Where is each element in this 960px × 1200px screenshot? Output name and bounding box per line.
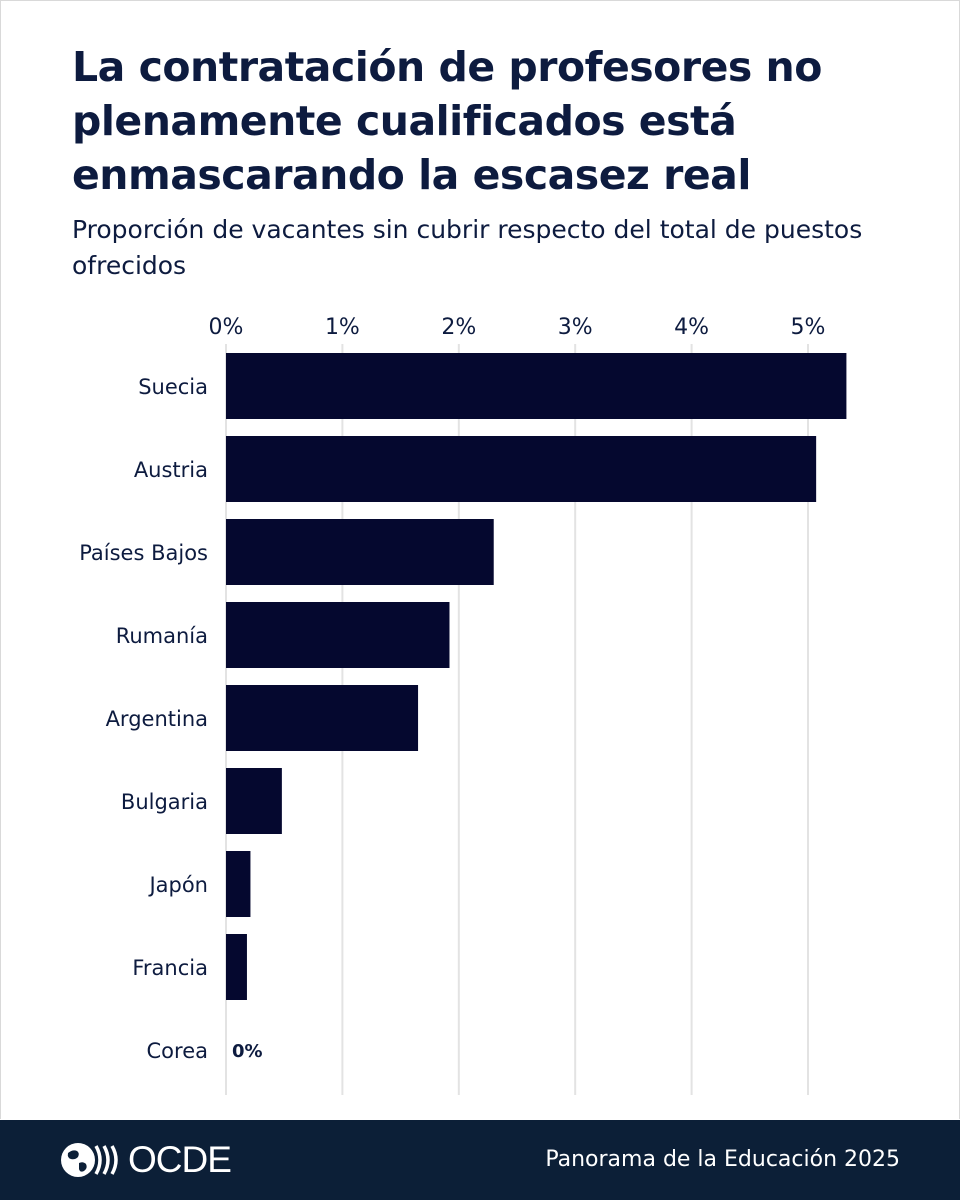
category-label: Francia — [132, 956, 208, 980]
category-label: Japón — [147, 873, 208, 897]
category-label: Suecia — [138, 375, 208, 399]
bar — [226, 768, 282, 834]
bar — [226, 685, 419, 751]
category-label: Corea — [147, 1039, 208, 1063]
bar — [226, 934, 247, 1000]
x-tick-label: 1% — [325, 315, 360, 340]
source-label: Panorama de la Educación 2025 — [545, 1147, 900, 1172]
bar — [226, 851, 251, 917]
chart-title: La contratación de profesores no plename… — [72, 43, 822, 199]
data-label: 0% — [232, 1041, 263, 1062]
category-label: Argentina — [106, 707, 208, 731]
x-tick-label: 3% — [558, 315, 593, 340]
category-label: Rumanía — [116, 624, 208, 648]
bar — [226, 436, 817, 502]
category-label: Bulgaria — [121, 790, 208, 814]
globe-icon — [61, 1143, 118, 1177]
footer-bar: OCDE Panorama de la Educación 2025 — [0, 1120, 960, 1200]
chart-subtitle: Proporción de vacantes sin cubrir respec… — [72, 215, 863, 280]
x-tick-label: 5% — [791, 315, 826, 340]
bar — [226, 519, 494, 585]
x-tick-label: 4% — [674, 315, 709, 340]
logo-text: OCDE — [128, 1139, 232, 1180]
x-tick-label: 0% — [209, 315, 244, 340]
category-label: Países Bajos — [79, 541, 208, 565]
bar-chart: 0% 1% 2% 3% 4% 5% Suecia Austria Países Bajos Rum… — [79, 315, 847, 1095]
category-label: Austria — [134, 458, 208, 482]
bar — [226, 353, 847, 419]
bar — [226, 602, 450, 668]
oecd-logo: OCDE — [58, 1138, 232, 1182]
x-tick-label: 2% — [441, 315, 476, 340]
